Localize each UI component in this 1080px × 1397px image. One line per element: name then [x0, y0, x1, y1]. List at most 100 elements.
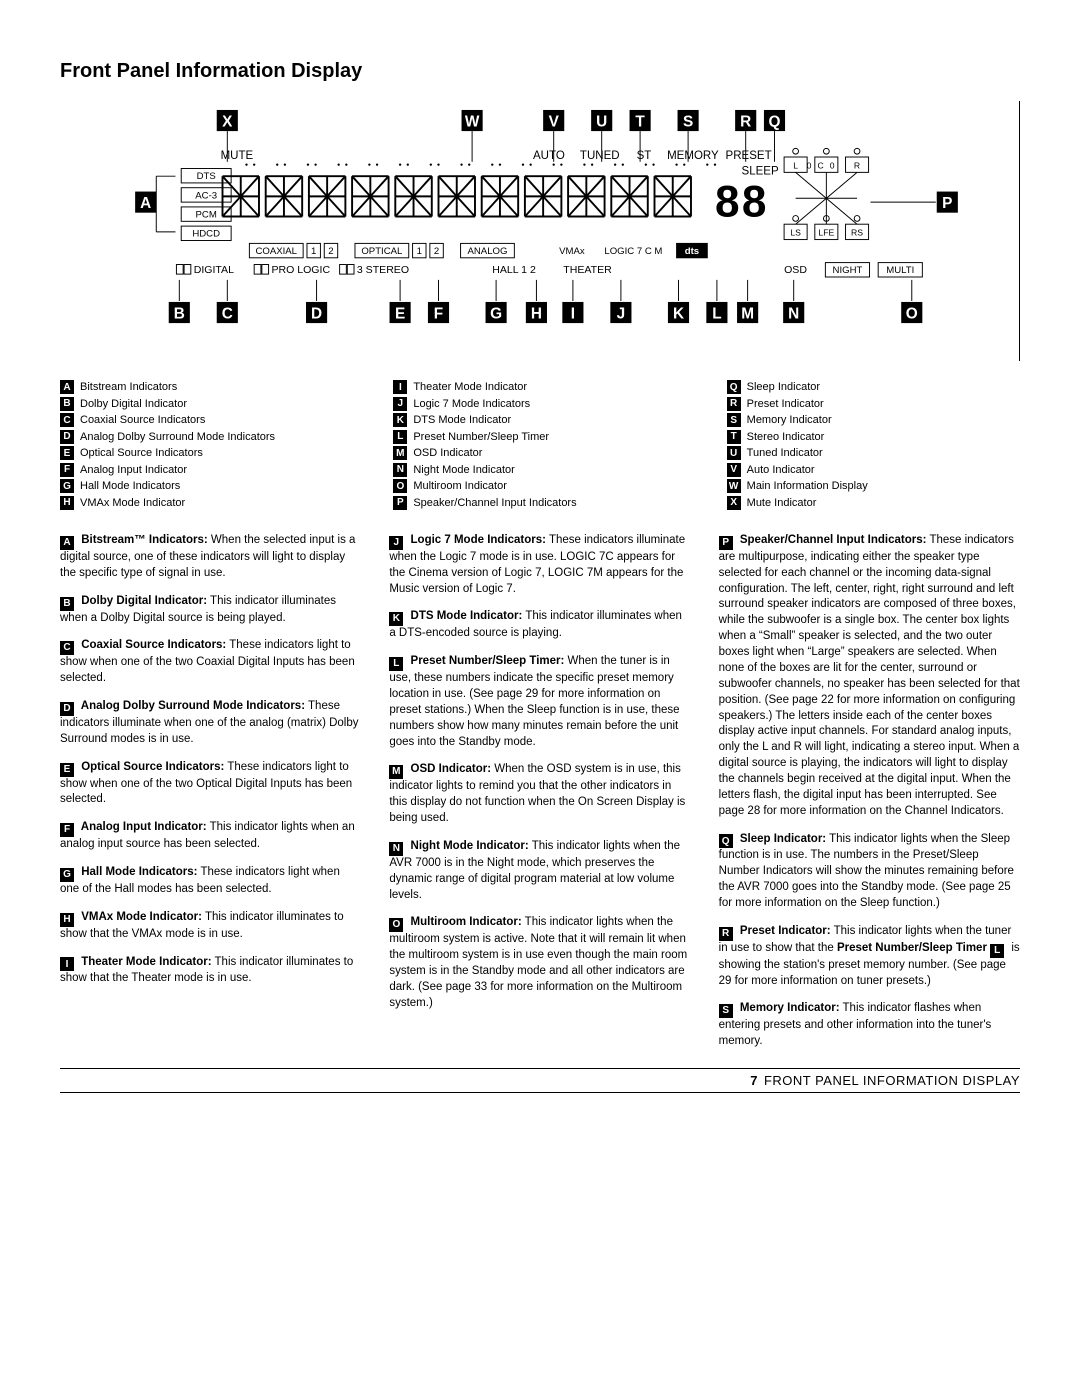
- svg-text:S: S: [683, 113, 693, 130]
- svg-text:AUTO: AUTO: [533, 150, 565, 162]
- svg-text:D: D: [311, 305, 322, 322]
- legend-item: MOSD Indicator: [393, 445, 686, 462]
- svg-text:OSD: OSD: [784, 264, 807, 276]
- page-title: Front Panel Information Display: [60, 60, 1020, 83]
- letter-H: H: [60, 496, 74, 510]
- svg-text:A: A: [140, 195, 151, 212]
- svg-text:ST: ST: [637, 150, 652, 162]
- svg-text:HDCD: HDCD: [192, 229, 220, 240]
- svg-text:MUTE: MUTE: [221, 150, 254, 162]
- letter-S: S: [727, 413, 741, 427]
- desc-J: J Logic 7 Mode Indicators: These indicat…: [389, 533, 690, 597]
- letter-J: J: [393, 397, 407, 411]
- svg-text:X: X: [222, 113, 233, 130]
- desc-A: A Bitstream™ Indicators: When the select…: [60, 533, 361, 582]
- svg-text:T: T: [635, 113, 645, 130]
- legend-item: JLogic 7 Mode Indicators: [393, 396, 686, 413]
- legend-item: BDolby Digital Indicator: [60, 396, 353, 413]
- legend-item: GHall Mode Indicators: [60, 478, 353, 495]
- desc-M: M OSD Indicator: When the OSD system is …: [389, 762, 690, 826]
- svg-text:2: 2: [328, 246, 333, 257]
- svg-text:J: J: [617, 305, 626, 322]
- svg-text:SLEEP: SLEEP: [742, 165, 779, 177]
- letter-O: O: [393, 479, 407, 493]
- desc-D: D Analog Dolby Surround Mode Indicators:…: [60, 699, 361, 748]
- legend-item: EOptical Source Indicators: [60, 445, 353, 462]
- svg-text:1: 1: [417, 246, 422, 257]
- desc-E: E Optical Source Indicators: These indic…: [60, 760, 361, 809]
- desc-B: B Dolby Digital Indicator: This indicato…: [60, 594, 361, 627]
- svg-text:VMAx: VMAx: [559, 246, 585, 257]
- desc-K: K DTS Mode Indicator: This indicator ill…: [389, 609, 690, 642]
- svg-text:C: C: [222, 305, 233, 322]
- svg-text:COAXIAL: COAXIAL: [255, 246, 297, 257]
- letter-Q: Q: [727, 380, 741, 394]
- front-panel-diagram: XWVUTSRQMUTEAUTOTUNEDSTMEMORYPRESETSLEEP…: [60, 101, 1020, 361]
- legend-item: ITheater Mode Indicator: [393, 379, 686, 396]
- svg-text:O: O: [906, 305, 918, 322]
- svg-text:LS: LS: [790, 228, 801, 238]
- legend-item: ABitstream Indicators: [60, 379, 353, 396]
- svg-text:L: L: [712, 305, 721, 322]
- legend-item: XMute Indicator: [727, 495, 1020, 512]
- letter-M: M: [393, 446, 407, 460]
- letter-K: K: [393, 413, 407, 427]
- letter-R: R: [727, 397, 741, 411]
- svg-text:G: G: [490, 305, 502, 322]
- svg-text:H: H: [531, 305, 542, 322]
- letter-L: L: [393, 430, 407, 444]
- svg-text:dts: dts: [685, 246, 699, 257]
- legend-item: CCoaxial Source Indicators: [60, 412, 353, 429]
- svg-text:R: R: [740, 113, 751, 130]
- svg-text:DTS: DTS: [197, 171, 216, 182]
- svg-text:MEMORY: MEMORY: [667, 150, 719, 162]
- svg-text:MULTI: MULTI: [886, 265, 914, 276]
- letter-I: I: [393, 380, 407, 394]
- letter-P: P: [393, 496, 407, 510]
- legend-item: NNight Mode Indicator: [393, 462, 686, 479]
- legend-item: SMemory Indicator: [727, 412, 1020, 429]
- legend-item: PSpeaker/Channel Input Indicators: [393, 495, 686, 512]
- svg-text:AC-3: AC-3: [195, 190, 217, 201]
- letter-V: V: [727, 463, 741, 477]
- desc-R: R Preset Indicator: This indicator light…: [719, 924, 1020, 990]
- legend-item: KDTS Mode Indicator: [393, 412, 686, 429]
- svg-text:2: 2: [434, 246, 439, 257]
- legend: ABitstream IndicatorsBDolby Digital Indi…: [60, 379, 1020, 511]
- svg-text:OPTICAL: OPTICAL: [361, 246, 403, 257]
- letter-U: U: [727, 446, 741, 460]
- legend-item: DAnalog Dolby Surround Mode Indicators: [60, 429, 353, 446]
- legend-item: OMultiroom Indicator: [393, 478, 686, 495]
- svg-text:PCM: PCM: [196, 209, 217, 220]
- desc-F: F Analog Input Indicator: This indicator…: [60, 820, 361, 853]
- legend-item: QSleep Indicator: [727, 379, 1020, 396]
- svg-text:E: E: [395, 305, 405, 322]
- desc-S: S Memory Indicator: This indicator flash…: [719, 1001, 1020, 1050]
- letter-B: B: [60, 397, 74, 411]
- letter-G: G: [60, 479, 74, 493]
- letter-W: W: [727, 479, 741, 493]
- svg-text:DIGITAL: DIGITAL: [194, 264, 234, 276]
- desc-L: L Preset Number/Sleep Timer: When the tu…: [389, 654, 690, 750]
- letter-N: N: [393, 463, 407, 477]
- desc-N: N Night Mode Indicator: This indicator l…: [389, 839, 690, 903]
- svg-text:ANALOG: ANALOG: [467, 246, 507, 257]
- legend-item: UTuned Indicator: [727, 445, 1020, 462]
- letter-C: C: [60, 413, 74, 427]
- svg-text:Q: Q: [769, 113, 781, 130]
- svg-text:C: C: [817, 161, 823, 171]
- letter-E: E: [60, 446, 74, 460]
- svg-text:V: V: [549, 113, 560, 130]
- svg-text:NIGHT: NIGHT: [833, 265, 863, 276]
- svg-text:THEATER: THEATER: [563, 264, 612, 276]
- desc-G: G Hall Mode Indicators: These indicators…: [60, 865, 361, 898]
- desc-P: P Speaker/Channel Input Indicators: Thes…: [719, 533, 1020, 820]
- legend-item: FAnalog Input Indicator: [60, 462, 353, 479]
- svg-text:N: N: [788, 305, 799, 322]
- letter-F: F: [60, 463, 74, 477]
- svg-text:I: I: [571, 305, 575, 322]
- svg-text:P: P: [942, 195, 952, 212]
- svg-text:PRO LOGIC: PRO LOGIC: [271, 264, 330, 276]
- letter-D: D: [60, 430, 74, 444]
- legend-item: HVMAx Mode Indicator: [60, 495, 353, 512]
